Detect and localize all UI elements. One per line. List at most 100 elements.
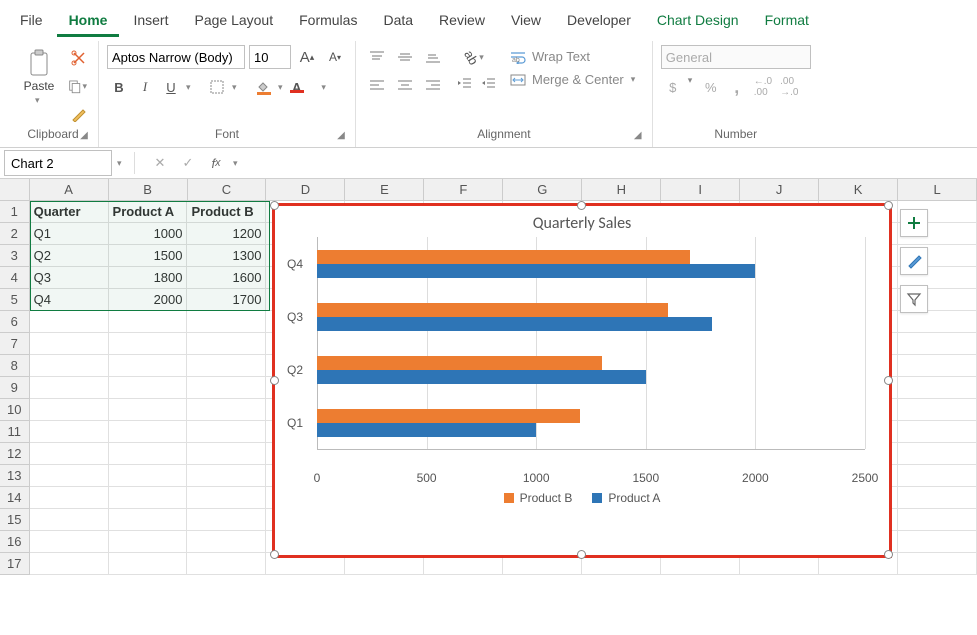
cancel-formula-button[interactable]: ✕: [148, 151, 172, 175]
cell-B5[interactable]: 2000: [109, 289, 188, 311]
decrease-font-button[interactable]: A▾: [323, 45, 347, 69]
cell-A8[interactable]: [30, 355, 109, 377]
cell-L8[interactable]: [898, 355, 977, 377]
cell-B2[interactable]: 1000: [109, 223, 188, 245]
cell-B11[interactable]: [109, 421, 188, 443]
clipboard-launcher[interactable]: ◢: [78, 130, 90, 142]
row-header-17[interactable]: 17: [0, 553, 30, 575]
row-header-12[interactable]: 12: [0, 443, 30, 465]
format-painter-button[interactable]: [68, 103, 90, 125]
cell-C8[interactable]: [187, 355, 266, 377]
tab-formulas[interactable]: Formulas: [287, 6, 369, 37]
tab-developer[interactable]: Developer: [555, 6, 643, 37]
align-center-button[interactable]: [392, 73, 418, 97]
cell-A1[interactable]: Quarter: [30, 201, 109, 223]
legend-item-Product B[interactable]: Product B: [504, 491, 573, 505]
bar-Product B-Q4[interactable]: [317, 250, 690, 264]
font-color-button[interactable]: A: [289, 75, 318, 99]
font-size-input[interactable]: [249, 45, 291, 69]
chart-resize-handle[interactable]: [884, 550, 893, 559]
tab-file[interactable]: File: [8, 6, 55, 37]
cell-L13[interactable]: [898, 465, 977, 487]
chart-legend[interactable]: Product BProduct A: [275, 467, 889, 512]
name-box-dropdown[interactable]: ▾: [117, 158, 126, 169]
paste-button[interactable]: Paste ▾: [16, 45, 62, 110]
bar-Product B-Q3[interactable]: [317, 303, 668, 317]
chart-resize-handle[interactable]: [884, 201, 893, 210]
cell-B14[interactable]: [109, 487, 188, 509]
col-header-E[interactable]: E: [345, 179, 424, 201]
underline-button[interactable]: U: [159, 75, 183, 99]
tab-home[interactable]: Home: [57, 6, 120, 37]
tab-data[interactable]: Data: [371, 6, 425, 37]
cell-C15[interactable]: [187, 509, 266, 531]
row-header-2[interactable]: 2: [0, 223, 30, 245]
cell-A3[interactable]: Q2: [30, 245, 109, 267]
cell-L15[interactable]: [898, 509, 977, 531]
cell-B8[interactable]: [109, 355, 188, 377]
cell-B16[interactable]: [109, 531, 188, 553]
col-header-L[interactable]: L: [898, 179, 977, 201]
cell-C14[interactable]: [187, 487, 266, 509]
cell-B7[interactable]: [109, 333, 188, 355]
cell-C12[interactable]: [187, 443, 266, 465]
cell-B6[interactable]: [109, 311, 188, 333]
decrease-indent-button[interactable]: [452, 71, 476, 95]
chart-resize-handle[interactable]: [270, 550, 279, 559]
cell-A2[interactable]: Q1: [30, 223, 109, 245]
tab-review[interactable]: Review: [427, 6, 497, 37]
cell-C17[interactable]: [187, 553, 266, 575]
worksheet[interactable]: ABCDEFGHIJKL1QuarterProduct AProduct B2Q…: [0, 179, 977, 575]
col-header-I[interactable]: I: [661, 179, 740, 201]
bar-Product B-Q1[interactable]: [317, 409, 580, 423]
cell-C10[interactable]: [187, 399, 266, 421]
chart-resize-handle[interactable]: [884, 376, 893, 385]
align-middle-button[interactable]: [392, 45, 418, 69]
cell-A13[interactable]: [30, 465, 109, 487]
row-header-15[interactable]: 15: [0, 509, 30, 531]
number-format-combo[interactable]: [661, 45, 811, 69]
align-right-button[interactable]: [420, 73, 446, 97]
increase-font-button[interactable]: A▴: [295, 45, 319, 69]
name-box[interactable]: [4, 150, 112, 176]
tab-view[interactable]: View: [499, 6, 553, 37]
align-bottom-button[interactable]: [420, 45, 446, 69]
row-header-7[interactable]: 7: [0, 333, 30, 355]
increase-decimal-button[interactable]: ←.0.00: [751, 75, 775, 99]
col-header-K[interactable]: K: [819, 179, 898, 201]
cut-button[interactable]: [68, 47, 90, 69]
cell-B13[interactable]: [109, 465, 188, 487]
chart-resize-handle[interactable]: [270, 376, 279, 385]
row-header-8[interactable]: 8: [0, 355, 30, 377]
cell-L6[interactable]: [898, 311, 977, 333]
row-header-9[interactable]: 9: [0, 377, 30, 399]
cell-C11[interactable]: [187, 421, 266, 443]
cell-B3[interactable]: 1500: [109, 245, 188, 267]
insert-function-button[interactable]: fx: [204, 151, 228, 175]
merge-center-button[interactable]: Merge & Center▾: [506, 70, 644, 89]
alignment-launcher[interactable]: ◢: [632, 130, 644, 142]
col-header-H[interactable]: H: [582, 179, 661, 201]
cell-B4[interactable]: 1800: [109, 267, 188, 289]
tab-page-layout[interactable]: Page Layout: [182, 6, 285, 37]
cell-L11[interactable]: [898, 421, 977, 443]
cell-A15[interactable]: [30, 509, 109, 531]
chart-title[interactable]: Quarterly Sales: [275, 206, 889, 237]
cell-L9[interactable]: [898, 377, 977, 399]
cell-A12[interactable]: [30, 443, 109, 465]
row-header-1[interactable]: 1: [0, 201, 30, 223]
cell-C5[interactable]: 1700: [187, 289, 266, 311]
col-header-F[interactable]: F: [424, 179, 503, 201]
font-name-input[interactable]: [107, 45, 245, 69]
cell-B17[interactable]: [109, 553, 188, 575]
cell-B15[interactable]: [109, 509, 188, 531]
cell-B1[interactable]: Product A: [109, 201, 188, 223]
cell-A10[interactable]: [30, 399, 109, 421]
row-header-4[interactable]: 4: [0, 267, 30, 289]
cell-A11[interactable]: [30, 421, 109, 443]
align-left-button[interactable]: [364, 73, 390, 97]
chart-resize-handle[interactable]: [577, 550, 586, 559]
chart-object[interactable]: Quarterly Sales05001000150020002500Q4Q3Q…: [272, 203, 892, 558]
enter-formula-button[interactable]: ✓: [176, 151, 200, 175]
cell-A17[interactable]: [30, 553, 109, 575]
